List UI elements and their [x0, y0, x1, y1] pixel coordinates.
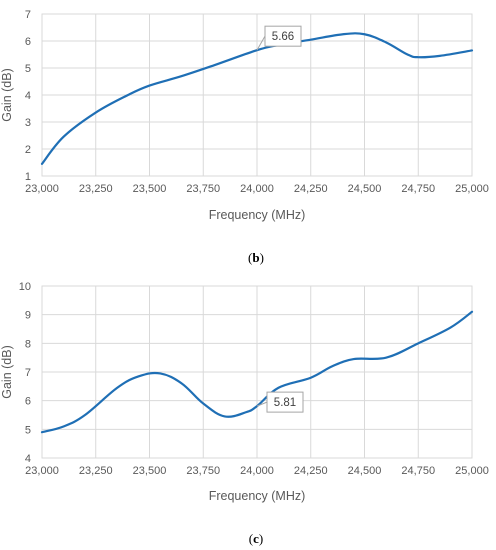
- x-tick-label: 23,250: [79, 183, 113, 195]
- y-tick-label: 4: [25, 453, 31, 465]
- x-tick-label: 24,500: [348, 465, 382, 477]
- y-tick-label: 5: [25, 63, 31, 75]
- x-tick-label: 24,250: [294, 465, 328, 477]
- y-tick-label: 3: [25, 117, 31, 129]
- callout-box: [264, 25, 302, 47]
- chart-panel-c: 4 5 6 7 8 9 10 23,000 23,250 23,500 23,750 24,000 24…: [0, 281, 489, 546]
- data-callout: 5.81: [256, 391, 304, 413]
- x-tick-label: 23,000: [25, 183, 59, 195]
- x-tick-label: 24,750: [401, 183, 435, 195]
- panel-letter: c: [253, 531, 259, 546]
- y-axis-title: Gain (dB): [0, 345, 14, 399]
- data-callout: 5.66: [256, 25, 302, 51]
- x-tick-label: 23,750: [186, 465, 220, 477]
- x-tick-label: 25,000: [455, 465, 489, 477]
- x-tick-label: 24,250: [294, 183, 328, 195]
- x-tick-label: 23,250: [79, 465, 113, 477]
- y-tick-label: 6: [25, 36, 31, 48]
- y-tick-label: 1: [25, 171, 31, 183]
- y-axis-title: Gain (dB): [0, 68, 14, 122]
- x-tick-label: 24,500: [348, 183, 382, 195]
- gain-series-line: [40, 310, 474, 434]
- x-tick-label: 24,000: [240, 465, 274, 477]
- chart-panel-b: 1 2 3 4 5 6 7 23,000 23,250 23,500 23,750 24,000 24,…: [0, 9, 489, 265]
- y-tick-label: 6: [25, 396, 31, 408]
- callout-box: [266, 391, 304, 413]
- callout-leader: [256, 35, 266, 51]
- x-tick-label: 23,000: [25, 465, 59, 477]
- y-tick-label: 2: [25, 144, 31, 156]
- y-tick-label: 4: [25, 90, 31, 102]
- panel-label: (c): [249, 531, 263, 546]
- x-tick-label: 25,000: [455, 183, 489, 195]
- y-tick-label: 10: [19, 281, 31, 293]
- x-tick-label: 23,500: [133, 465, 167, 477]
- x-tick-label: 23,500: [133, 183, 167, 195]
- y-tick-label: 9: [25, 310, 31, 322]
- plot-area: [41, 13, 473, 177]
- panel-letter: b: [252, 250, 259, 265]
- panel-label: (b): [248, 250, 264, 265]
- callout-value: 5.81: [274, 397, 296, 409]
- x-axis-title: Frequency (MHz): [209, 208, 306, 222]
- y-tick-label: 7: [25, 9, 31, 21]
- x-axis-title: Frequency (MHz): [209, 489, 306, 503]
- y-tick-label: 8: [25, 338, 31, 350]
- x-tick-label: 24,000: [240, 183, 274, 195]
- x-tick-label: 23,750: [186, 183, 220, 195]
- y-tick-label: 5: [25, 424, 31, 436]
- callout-leader: [256, 401, 268, 407]
- y-tick-label: 7: [25, 367, 31, 379]
- x-tick-label: 24,750: [401, 465, 435, 477]
- plot-area: [41, 285, 473, 459]
- callout-value: 5.66: [272, 31, 294, 43]
